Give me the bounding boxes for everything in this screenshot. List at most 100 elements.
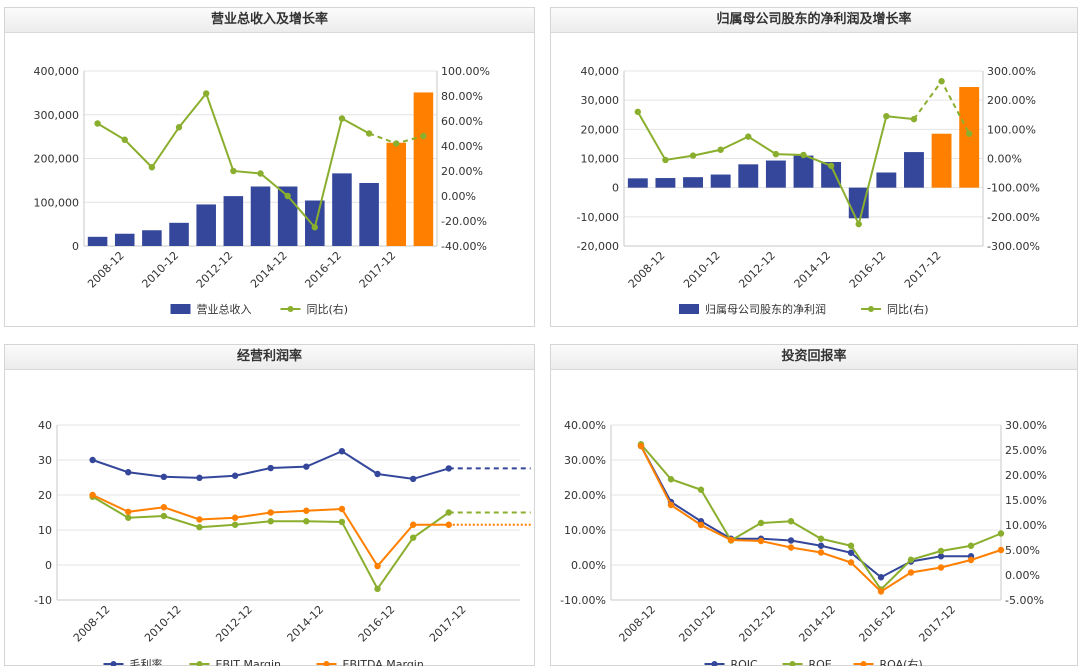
y2-tick-label: 200.00% <box>987 94 1036 107</box>
y2-tick-label: -40.00% <box>441 240 487 253</box>
legend-label: ROE <box>809 658 832 666</box>
y2-tick-label: 10.00% <box>1005 519 1047 532</box>
y-tick-label: -10,000 <box>577 211 619 224</box>
data-point <box>121 136 128 143</box>
return-on-investment-chart: -10.00% 0.00% 10.00% 20.00% 30.00% 40.00% -5.0… <box>560 419 1047 666</box>
y-tick-label: 400,000 <box>34 65 80 78</box>
y-tick-label: 0 <box>45 559 52 572</box>
data-point <box>847 559 855 566</box>
bar <box>765 160 786 188</box>
y-tick-label: 0.00% <box>571 559 606 572</box>
bar <box>959 87 980 188</box>
data-point <box>303 518 310 525</box>
data-point <box>374 470 381 478</box>
bar <box>332 173 352 246</box>
x-tick-label: 2010-12 <box>142 603 184 645</box>
legend-swatch <box>679 304 699 314</box>
y-tick-label: 10 <box>38 524 52 537</box>
x-tick-label: 2014-12 <box>248 249 290 291</box>
legend-label: 毛利率 <box>130 657 163 666</box>
data-point <box>787 537 795 544</box>
data-point <box>89 491 96 499</box>
data-point <box>697 521 705 529</box>
y-tick-label: 30.00% <box>564 454 606 467</box>
data-point <box>937 564 945 571</box>
data-point <box>231 472 239 479</box>
data-point <box>883 113 890 120</box>
data-point <box>160 473 168 480</box>
data-point <box>634 108 642 116</box>
x-tick-label: 2008-12 <box>626 249 668 291</box>
x-tick-label: 2017-12 <box>427 603 469 645</box>
legend-swatch <box>170 304 191 314</box>
x-tick-label: 2012-12 <box>213 603 255 645</box>
series-line <box>640 445 1002 593</box>
data-point <box>910 115 918 123</box>
y-tick-label: -20,000 <box>577 240 619 253</box>
data-point <box>338 448 346 455</box>
x-tick-label: 2012-12 <box>194 249 236 291</box>
y-tick-label: 100,000 <box>34 196 80 209</box>
y2-tick-label: 20.00% <box>441 165 483 178</box>
data-point <box>717 146 724 153</box>
x-tick-label: 2008-12 <box>71 603 113 645</box>
data-point <box>847 549 855 556</box>
x-tick-label: 2017-12 <box>902 249 944 291</box>
series-line <box>640 445 971 579</box>
bar <box>821 162 842 188</box>
bar <box>223 196 244 246</box>
operating-margin-chart-panel: 经营利润率 -10 0 10 20 30 40 2008-12 2010-12 2012-12 2… <box>4 344 535 666</box>
data-point <box>89 456 96 464</box>
data-point <box>907 569 915 576</box>
x-tick-label: 2016-12 <box>302 249 344 291</box>
data-point <box>445 465 452 472</box>
y2-tick-label: 0.00% <box>1005 569 1040 582</box>
legend-swatch <box>287 306 294 312</box>
bar <box>904 152 924 188</box>
y2-tick-label: 80.00% <box>441 90 483 103</box>
data-point <box>267 518 274 525</box>
data-point <box>817 542 825 549</box>
legend-swatch <box>711 661 718 666</box>
y2-tick-label: -20.00% <box>441 215 487 228</box>
revenue-chart-panel: 营业总收入及增长率 0 100,000 200,000 300,000 400,000 -… <box>4 7 535 327</box>
legend-label: EBIT Margin <box>216 658 282 666</box>
bar <box>250 186 271 246</box>
data-point <box>667 476 675 483</box>
y2-tick-label: 20.00% <box>1005 469 1047 482</box>
series-line <box>92 494 449 568</box>
data-point <box>689 152 697 159</box>
y-tick-label: 10,000 <box>581 153 620 166</box>
data-point <box>148 164 156 171</box>
data-point <box>160 504 168 511</box>
y-tick-label: -10.00% <box>560 594 606 607</box>
y2-tick-label: 0.00% <box>441 190 476 203</box>
data-point <box>311 224 319 231</box>
data-point <box>374 585 381 592</box>
data-point <box>997 546 1005 554</box>
y2-tick-label: -100.00% <box>987 182 1040 195</box>
y-tick-label: 40 <box>38 419 52 432</box>
data-point <box>409 534 417 541</box>
bar <box>793 155 814 188</box>
data-point <box>338 115 346 122</box>
bar <box>931 133 952 188</box>
data-point <box>787 544 795 551</box>
data-point <box>409 475 417 483</box>
y2-tick-label: 5.00% <box>1005 544 1040 557</box>
y-tick-label: 40.00% <box>564 419 606 432</box>
data-point <box>338 518 346 526</box>
legend-label: 营业总收入 <box>197 302 252 316</box>
bar <box>627 178 648 188</box>
data-point <box>125 469 132 476</box>
data-point <box>965 130 973 137</box>
y-tick-label: 30 <box>38 454 52 467</box>
x-tick-label: 2014-12 <box>285 603 327 645</box>
data-point <box>230 167 237 175</box>
data-point <box>125 514 132 521</box>
data-point <box>160 512 168 520</box>
panel-title: 经营利润率 <box>5 345 534 370</box>
y2-tick-label: -5.00% <box>1005 594 1044 607</box>
y-tick-label: 20.00% <box>564 489 606 502</box>
y2-tick-label: 30.00% <box>1005 419 1047 432</box>
